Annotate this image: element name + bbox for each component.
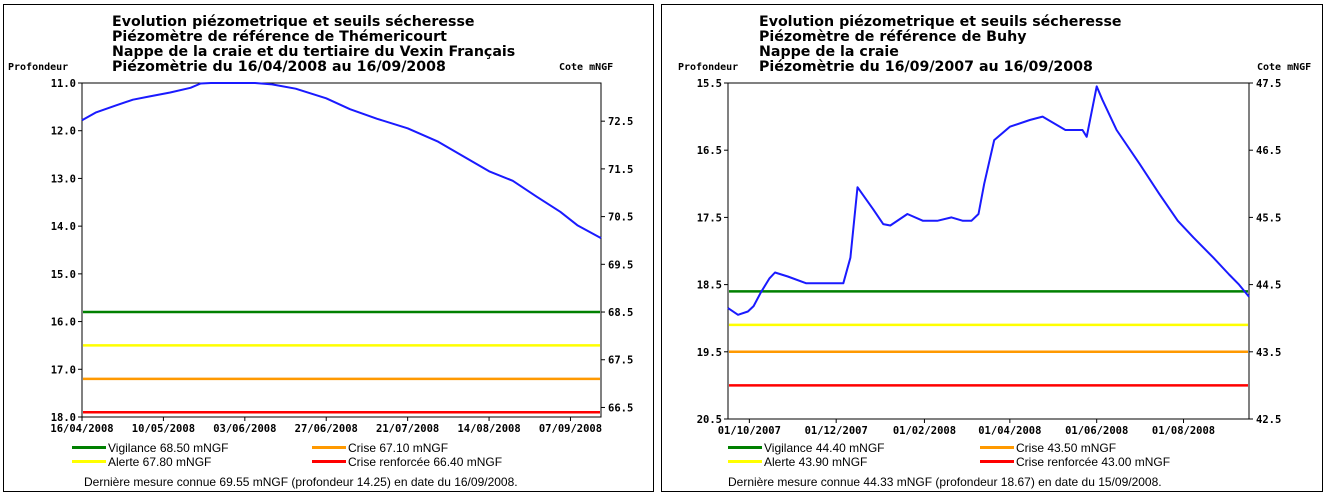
left-tick-label: 16.5	[697, 145, 722, 157]
left-tick-label: 18.5	[697, 280, 722, 292]
legend-label: Crise renforcée 43.00 mNGF	[1016, 455, 1171, 469]
legend-swatch	[312, 446, 346, 450]
right-tick-label: 68.5	[608, 307, 633, 319]
right-tick-label: 46.5	[1256, 145, 1281, 157]
right-tick-label: 44.5	[1256, 280, 1281, 292]
legend-label: Crise 43.50 mNGF	[1016, 441, 1117, 455]
title-line: Nappe de la craie et du tertiaire du Vex…	[112, 44, 516, 60]
x-tick-label: 01/06/2008	[1065, 425, 1128, 437]
x-tick-label: 01/02/2008	[893, 425, 956, 437]
right-axis-label: Cote mNGF	[559, 62, 614, 73]
series-line	[727, 85, 1250, 316]
legend-item-crise-renforcee: Crise renforcée 43.00 mNGF	[980, 455, 1170, 469]
right-tick-label: 72.5	[608, 116, 633, 128]
chart-panel-themericourt: Evolution piézometrique et seuils sécher…	[3, 4, 654, 492]
right-tick-label: 66.5	[608, 402, 633, 414]
legend-item-vigilance: Vigilance 68.50 mNGF	[72, 441, 229, 455]
legend-swatch	[72, 446, 106, 450]
legend-item-crise-renforcee: Crise renforcée 66.40 mNGF	[312, 455, 502, 469]
legend-label: Vigilance 44.40 mNGF	[764, 441, 885, 455]
left-tick-label: 17.5	[697, 212, 722, 224]
x-tick-label: 07/09/2008	[539, 423, 602, 435]
left-tick-label: 12.0	[51, 126, 76, 138]
right-tick-label: 71.5	[608, 164, 633, 176]
x-tick-label: 16/04/2008	[50, 423, 113, 435]
legend-swatch	[728, 446, 762, 450]
chart-plot: 15.5 16.5 17.5 18.5 19.5 20.5 47.5 46.5 45.5 44.5…	[697, 78, 1282, 437]
legend-swatch	[980, 460, 1014, 464]
left-axis-label: Profondeur	[678, 62, 739, 73]
x-tick-label: 10/05/2008	[132, 423, 195, 435]
left-tick-label: 18.0	[51, 412, 76, 424]
legend-item-vigilance: Vigilance 44.40 mNGF	[728, 441, 885, 455]
left-axis-label: Profondeur	[8, 62, 69, 73]
legend-label: Vigilance 68.50 mNGF	[108, 441, 229, 455]
left-tick-label: 13.0	[51, 173, 76, 185]
series-line	[81, 82, 602, 239]
title-line: Piézomètrie du 16/04/2008 au 16/09/2008	[112, 59, 446, 75]
right-tick-label: 43.5	[1256, 347, 1281, 359]
x-tick-label: 01/12/2007	[805, 425, 868, 437]
left-tick-label: 14.0	[51, 221, 76, 233]
legend-label: Alerte 43.90 mNGF	[764, 455, 868, 469]
right-tick-label: 47.5	[1256, 78, 1281, 90]
title-line: Piézomètre de référence de Thémericourt	[112, 29, 447, 45]
title-line: Nappe de la craie	[759, 44, 899, 60]
title-line: Evolution piézometrique et seuils sécher…	[759, 14, 1122, 30]
legend-item-alerte: Alerte 43.90 mNGF	[728, 455, 867, 469]
last-measure-note: Dernière mesure connue 69.55 mNGF (profo…	[84, 475, 518, 489]
chart-plot: 11.0 12.0 13.0 14.0 15.0 16.0 17.0 18.0 72.5 71.5…	[50, 78, 633, 435]
right-tick-label: 45.5	[1256, 212, 1281, 224]
legend-label: Alerte 67.80 mNGF	[108, 455, 212, 469]
left-tick-label: 19.5	[697, 347, 722, 359]
left-tick-label: 17.0	[51, 364, 76, 376]
plot-frame	[727, 82, 1250, 420]
x-tick-label: 27/06/2008	[295, 423, 358, 435]
x-tick-label: 01/04/2008	[978, 425, 1041, 437]
x-tick-label: 01/10/2007	[718, 425, 781, 437]
left-tick-label: 15.5	[697, 78, 722, 90]
legend-swatch	[980, 446, 1014, 450]
right-tick-label: 70.5	[608, 212, 633, 224]
last-measure-note: Dernière mesure connue 44.33 mNGF (profo…	[728, 475, 1162, 489]
chart-title: Evolution piézometrique et seuils sécher…	[759, 15, 1122, 75]
x-tick-label: 21/07/2008	[376, 423, 439, 435]
x-tick-label: 14/08/2008	[457, 423, 520, 435]
legend-item-crise: Crise 43.50 mNGF	[980, 441, 1116, 455]
left-tick-label: 11.0	[51, 78, 76, 90]
left-tick-label: 16.0	[51, 317, 76, 329]
legend-item-alerte: Alerte 67.80 mNGF	[72, 455, 211, 469]
chart-title: Evolution piézometrique et seuils sécher…	[112, 15, 515, 75]
legend-swatch	[728, 460, 762, 464]
right-tick-label: 42.5	[1256, 414, 1281, 426]
plot-frame	[81, 82, 602, 418]
right-tick-label: 69.5	[608, 259, 633, 271]
left-tick-label: 20.5	[697, 414, 722, 426]
title-line: Piézomètrie du 16/09/2007 au 16/09/2008	[759, 59, 1093, 75]
legend-label: Crise renforcée 66.40 mNGF	[348, 455, 503, 469]
legend-item-crise: Crise 67.10 mNGF	[312, 441, 448, 455]
legend-swatch	[312, 460, 346, 464]
right-tick-label: 67.5	[608, 355, 633, 367]
x-tick-label: 03/06/2008	[213, 423, 276, 435]
title-line: Piézomètre de référence de Buhy	[759, 29, 1027, 45]
x-tick-label: 01/08/2008	[1152, 425, 1215, 437]
title-line: Evolution piézometrique et seuils sécher…	[112, 14, 475, 30]
legend-swatch	[72, 460, 106, 464]
left-tick-label: 15.0	[51, 269, 76, 281]
legend-label: Crise 67.10 mNGF	[348, 441, 449, 455]
chart-panel-buhy: Evolution piézometrique et seuils sécher…	[661, 4, 1323, 492]
right-axis-label: Cote mNGF	[1257, 62, 1312, 73]
